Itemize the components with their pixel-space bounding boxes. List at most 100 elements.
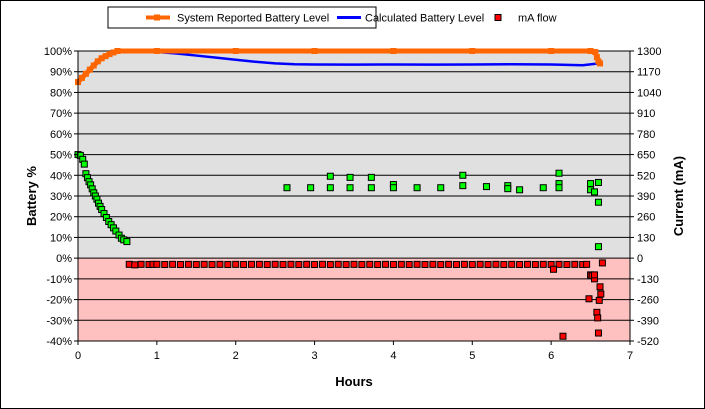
system-reported-point: [90, 62, 97, 69]
mA-flow-point-discharge: [303, 260, 311, 268]
system-reported-point: [78, 74, 85, 81]
mA-flow-point-discharge: [405, 261, 413, 269]
system-reported-point: [390, 48, 397, 54]
right-tick-label: 780: [637, 129, 655, 141]
mA-flow-point-discharge: [429, 260, 437, 268]
system-reported-point: [469, 48, 476, 54]
legend-calculated-label: Calculated Battery Level: [365, 13, 484, 25]
right-tick-label: 1040: [637, 87, 661, 99]
system-reported-point: [98, 55, 105, 62]
mA-flow-point-charge: [591, 188, 599, 196]
mA-flow-point-discharge: [366, 260, 374, 268]
right-tick-label: -260: [637, 295, 659, 307]
mA-flow-point-discharge: [295, 261, 303, 269]
mA-flow-point-discharge: [161, 261, 169, 269]
mA-flow-point-charge: [555, 169, 563, 177]
system-reported-point: [592, 49, 599, 56]
right-tick-label: 390: [637, 191, 655, 203]
mA-flow-point-charge: [307, 184, 315, 192]
mA-flow-point-discharge: [224, 261, 232, 269]
mA-flow-point-discharge: [334, 260, 342, 268]
mA-flow-point-discharge: [598, 259, 606, 267]
right-tick-label: 650: [637, 150, 655, 162]
mA-flow-point-discharge: [445, 260, 453, 268]
mA-flow-point-charge: [367, 184, 375, 192]
mA-flow-point-discharge: [591, 271, 599, 279]
mA-flow-point-discharge: [255, 260, 263, 268]
mA-flow-point-discharge: [531, 261, 539, 269]
mA-flow-point-discharge: [468, 261, 476, 269]
mA-flow-point-discharge: [585, 295, 593, 303]
mA-flow-point-discharge: [508, 260, 516, 268]
data-marks: [74, 48, 606, 340]
left-axis-label: Battery %: [24, 166, 39, 226]
mA-flow-point-charge: [367, 173, 375, 181]
mA-flow-point-charge: [326, 172, 334, 180]
mA-flow-point-discharge: [492, 260, 500, 268]
mA-flow-point-charge: [459, 182, 467, 190]
right-tick-label: 1170: [637, 67, 661, 79]
mA-flow-point-discharge: [476, 260, 484, 268]
right-tick-label: -520: [637, 336, 659, 348]
mA-flow-point-charge: [346, 184, 354, 192]
mA-flow-point-discharge: [232, 260, 240, 268]
mA-flow-point-discharge: [169, 260, 177, 268]
mA-flow-point-discharge: [597, 290, 605, 298]
mA-flow-point-discharge: [192, 261, 200, 269]
mA-flow-point-discharge: [358, 261, 366, 269]
mA-flow-point-discharge: [453, 261, 461, 269]
mA-flow-point-charge: [459, 171, 467, 179]
mA-flow-point-charge: [80, 160, 88, 168]
left-tick-label: -10%: [46, 274, 72, 286]
left-tick-label: 70%: [50, 108, 72, 120]
left-tick-label: 80%: [50, 87, 72, 99]
x-tick-label: 4: [390, 350, 396, 362]
left-tick-label: 60%: [50, 129, 72, 141]
system-reported-point: [102, 53, 109, 60]
mA-flow-point-discharge: [318, 260, 326, 268]
x-axis-label: Hours: [335, 374, 373, 389]
mA-flow-point-discharge: [523, 260, 531, 268]
mA-flow-point-discharge: [382, 260, 390, 268]
mA-flow-point-discharge: [594, 314, 602, 322]
legend-system-marker: [154, 14, 160, 21]
mA-flow-point-discharge: [594, 329, 602, 337]
mA-flow-point-charge: [389, 184, 397, 192]
legend-box: [107, 6, 377, 29]
left-tick-label: 50%: [50, 150, 72, 162]
mA-flow-point-discharge: [287, 260, 295, 268]
x-tick-label: 1: [154, 350, 160, 362]
mA-flow-point-discharge: [484, 261, 492, 269]
system-reported-point: [82, 70, 89, 77]
right-tick-label: -130: [637, 274, 659, 286]
mA-flow-point-discharge: [389, 261, 397, 269]
mA-flow-point-discharge: [177, 261, 185, 269]
system-reported-point: [94, 58, 101, 65]
mA-flow-point-discharge: [397, 260, 405, 268]
x-tick-label: 0: [75, 350, 81, 362]
mA-flow-point-discharge: [137, 260, 145, 268]
mA-flow-point-charge: [587, 180, 595, 188]
mA-flow-point-discharge: [437, 261, 445, 269]
mA-flow-point-discharge: [374, 261, 382, 269]
left-tick-label: -30%: [46, 315, 72, 327]
left-tick-label: 40%: [50, 170, 72, 182]
mA-flow-point-discharge: [516, 261, 524, 269]
mA-flow-point-discharge: [559, 332, 567, 340]
mA-flow-point-discharge: [131, 261, 139, 269]
mA-flow-point-discharge: [216, 260, 224, 268]
system-reported-point: [86, 66, 93, 73]
left-tick-label: -20%: [46, 295, 72, 307]
mA-flow-point-discharge: [350, 260, 358, 268]
calculated-battery-line: [144, 49, 599, 67]
system-reported-point: [593, 54, 600, 61]
left-tick-label: 30%: [50, 191, 72, 203]
x-tick-label: 3: [312, 350, 318, 362]
system-reported-point: [311, 48, 318, 54]
x-tick-label: 6: [548, 350, 554, 362]
system-reported-point: [232, 48, 239, 54]
left-tick-label: 10%: [50, 232, 72, 244]
mA-flow-point-charge: [123, 238, 131, 246]
